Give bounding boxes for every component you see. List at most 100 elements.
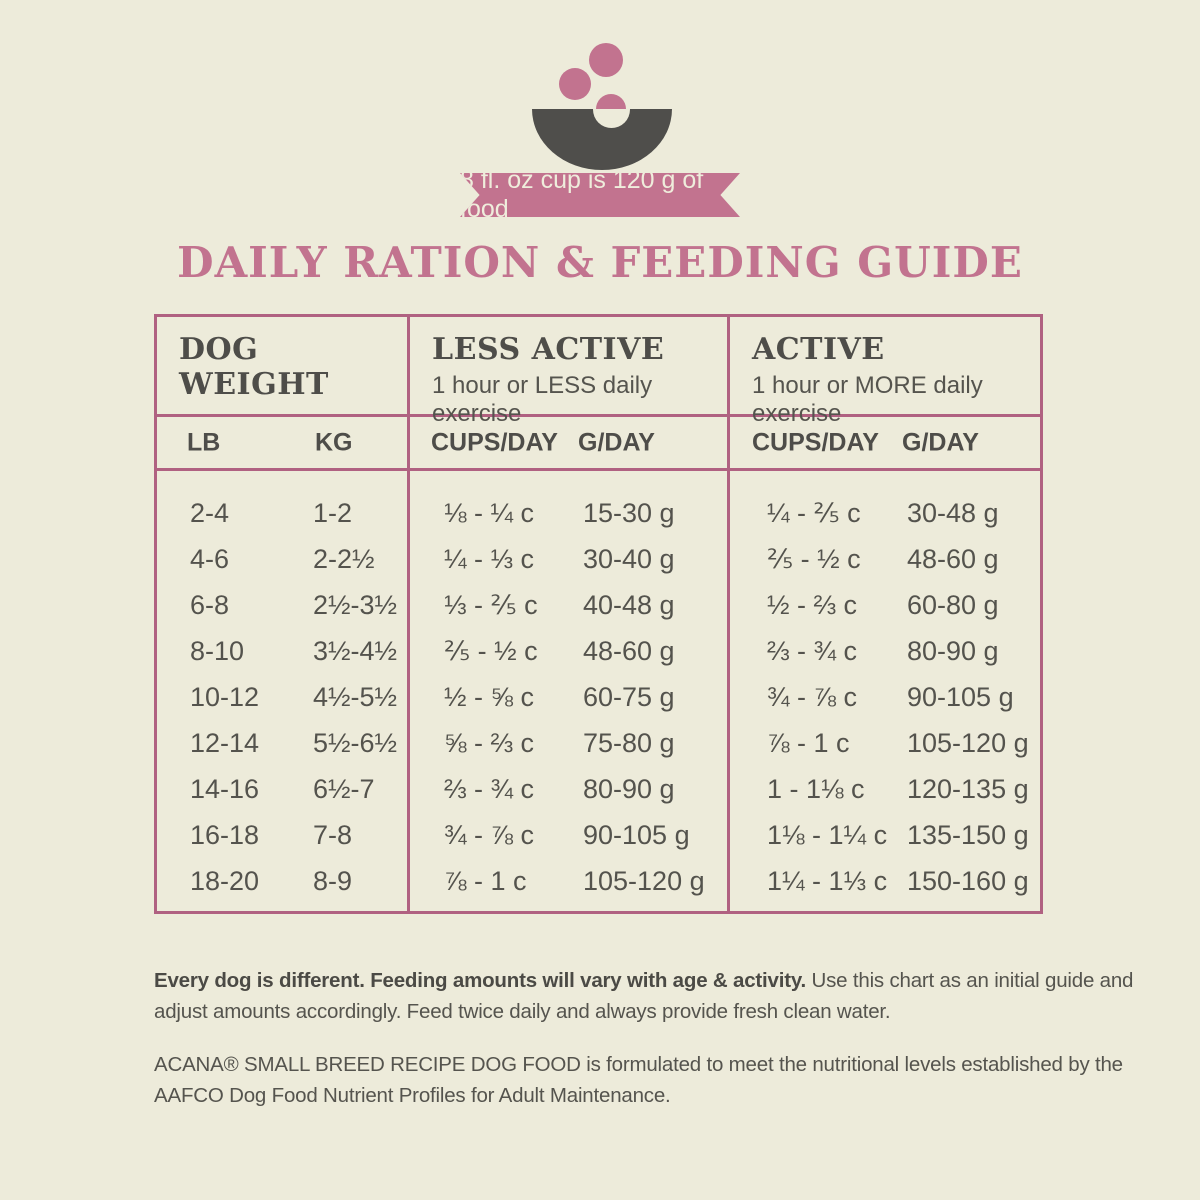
cell-kg: 6½-7 xyxy=(313,774,375,804)
cell-a-g: 135-150 g xyxy=(907,820,1029,850)
header-active-title: ACTIVE xyxy=(752,332,885,367)
cell-la-cups: ¼ - ⅓ c xyxy=(444,544,535,574)
cell-a-cups: 1 - 1⅛ c xyxy=(767,774,865,804)
cell-la-g: 15-30 g xyxy=(583,498,675,528)
cell-kg: 3½-4½ xyxy=(313,636,398,666)
cell-kg: 7-8 xyxy=(313,820,353,850)
cell-lb: 8-10 xyxy=(190,636,245,666)
table-row: 1¼ - 1⅓ c 150-160 g xyxy=(730,866,1040,898)
table-row: ¼ - ⅖ c 30-48 g xyxy=(730,498,1040,530)
cell-la-cups: ⅝ - ⅔ c xyxy=(444,728,535,758)
table-row: ½ - ⅔ c 60-80 g xyxy=(730,590,1040,622)
cell-kg: 1-2 xyxy=(313,498,353,528)
cell-la-cups: ⅞ - 1 c xyxy=(444,866,527,896)
subheader-weight: LB KG xyxy=(157,417,407,471)
header-less-active-title: LESS ACTIVE xyxy=(432,332,665,367)
feeding-guide-table: DOG WEIGHT LESS ACTIVE 1 hour or LESS da… xyxy=(154,314,1043,914)
table-row: 6-8 2½-3½ xyxy=(157,590,407,622)
cell-a-g: 80-90 g xyxy=(907,636,999,666)
footnote-aafco: ACANA® SMALL BREED RECIPE DOG FOOD is fo… xyxy=(154,1052,1123,1108)
header-active: ACTIVE 1 hour or MORE daily exercise xyxy=(727,317,1040,427)
table-row: 10-12 4½-5½ xyxy=(157,682,407,714)
table-row: ⅓ - ⅖ c 40-48 g xyxy=(410,590,727,622)
cell-lb: 4-6 xyxy=(190,544,230,574)
cell-kg: 8-9 xyxy=(313,866,353,896)
cell-la-g: 75-80 g xyxy=(583,728,675,758)
cell-la-cups: ⅛ - ¼ c xyxy=(444,498,535,528)
table-row: 16-18 7-8 xyxy=(157,820,407,852)
cell-a-cups: ⅞ - 1 c xyxy=(767,728,850,758)
cell-lb: 16-18 xyxy=(190,820,260,850)
cell-kg: 2½-3½ xyxy=(313,590,398,620)
body-less-active-column: ⅛ - ¼ c 15-30 g ¼ - ⅓ c 30-40 g ⅓ - ⅖ c 40-… xyxy=(407,471,727,911)
table-row: ¼ - ⅓ c 30-40 g xyxy=(410,544,727,576)
header-dog-weight: DOG WEIGHT xyxy=(157,317,407,417)
col-header-la-cups: CUPS/DAY xyxy=(431,428,558,456)
col-header-a-cups: CUPS/DAY xyxy=(752,428,879,456)
table-row: 2-4 1-2 xyxy=(157,498,407,530)
kibble-icon xyxy=(559,68,591,100)
cell-lb: 18-20 xyxy=(190,866,260,896)
table-row: 8-10 3½-4½ xyxy=(157,636,407,668)
cell-lb: 6-8 xyxy=(190,590,230,620)
header-less-active-subtitle: 1 hour or LESS daily exercise xyxy=(432,371,653,427)
cell-la-g: 60-75 g xyxy=(583,682,675,712)
col-header-kg: KG xyxy=(315,428,353,456)
table-row: ⅞ - 1 c 105-120 g xyxy=(410,866,727,898)
ribbon-text: 8 fl. oz cup is 120 g of food xyxy=(460,166,704,223)
header-active-subtitle: 1 hour or MORE daily exercise xyxy=(752,371,983,427)
table-row: ⅔ - ¾ c 80-90 g xyxy=(730,636,1040,668)
cell-la-cups: ⅔ - ¾ c xyxy=(444,774,535,804)
cell-kg: 2-2½ xyxy=(313,544,375,574)
cell-a-g: 90-105 g xyxy=(907,682,1014,712)
body-weight-column: 2-4 1-2 4-6 2-2½ 6-8 2½-3½ 8-10 3½-4½ 10-12 4… xyxy=(157,471,407,911)
cell-a-cups: ⅖ - ½ c xyxy=(767,544,861,574)
footnote-feeding-advice: Every dog is different. Feeding amounts … xyxy=(154,965,1154,1029)
cell-a-g: 120-135 g xyxy=(907,774,1029,804)
table-row: 18-20 8-9 xyxy=(157,866,407,898)
table-row: 1⅛ - 1¼ c 135-150 g xyxy=(730,820,1040,852)
header-less-active: LESS ACTIVE 1 hour or LESS daily exercis… xyxy=(407,317,727,427)
ribbon-banner: 8 fl. oz cup is 120 g of food xyxy=(460,173,740,217)
col-header-a-g: G/DAY xyxy=(902,428,979,456)
cell-a-cups: ¼ - ⅖ c xyxy=(767,498,861,528)
cell-lb: 10-12 xyxy=(190,682,260,712)
cell-la-g: 48-60 g xyxy=(583,636,675,666)
body-active-column: ¼ - ⅖ c 30-48 g ⅖ - ½ c 48-60 g ½ - ⅔ c 60-… xyxy=(727,471,1040,911)
cell-la-g: 90-105 g xyxy=(583,820,690,850)
table-row: ⅛ - ¼ c 15-30 g xyxy=(410,498,727,530)
col-header-la-g: G/DAY xyxy=(578,428,655,456)
table-row: ⅔ - ¾ c 80-90 g xyxy=(410,774,727,806)
cell-a-g: 60-80 g xyxy=(907,590,999,620)
table-row: ¾ - ⅞ c 90-105 g xyxy=(730,682,1040,714)
cell-a-g: 150-160 g xyxy=(907,866,1029,896)
cell-la-g: 80-90 g xyxy=(583,774,675,804)
table-row: ½ - ⅝ c 60-75 g xyxy=(410,682,727,714)
cell-la-cups: ¾ - ⅞ c xyxy=(444,820,535,850)
cell-a-cups: ¾ - ⅞ c xyxy=(767,682,858,712)
cell-a-cups: ½ - ⅔ c xyxy=(767,590,858,620)
table-row: ⅞ - 1 c 105-120 g xyxy=(730,728,1040,760)
cell-lb: 14-16 xyxy=(190,774,260,804)
cell-a-cups: ⅔ - ¾ c xyxy=(767,636,858,666)
table-row: 4-6 2-2½ xyxy=(157,544,407,576)
cell-la-cups: ⅖ - ½ c xyxy=(444,636,538,666)
cell-lb: 12-14 xyxy=(190,728,260,758)
cell-a-g: 30-48 g xyxy=(907,498,999,528)
cell-la-g: 30-40 g xyxy=(583,544,675,574)
cell-a-g: 48-60 g xyxy=(907,544,999,574)
page-title: DAILY RATION & FEEDING GUIDE xyxy=(177,238,1023,287)
kibble-icon xyxy=(596,94,626,109)
cell-a-g: 105-120 g xyxy=(907,728,1029,758)
table-row: ⅖ - ½ c 48-60 g xyxy=(730,544,1040,576)
table-row: 14-16 6½-7 xyxy=(157,774,407,806)
cell-lb: 2-4 xyxy=(190,498,230,528)
subheader-less-active: CUPS/DAY G/DAY xyxy=(407,417,727,471)
col-header-lb: LB xyxy=(187,428,221,456)
table-row: ⅝ - ⅔ c 75-80 g xyxy=(410,728,727,760)
cell-a-cups: 1⅛ - 1¼ c xyxy=(767,820,888,850)
table-row: 12-14 5½-6½ xyxy=(157,728,407,760)
cell-kg: 5½-6½ xyxy=(313,728,398,758)
footnote-rest-text: Use this chart as an initial guide and a… xyxy=(154,968,1134,1024)
cell-la-g: 105-120 g xyxy=(583,866,705,896)
